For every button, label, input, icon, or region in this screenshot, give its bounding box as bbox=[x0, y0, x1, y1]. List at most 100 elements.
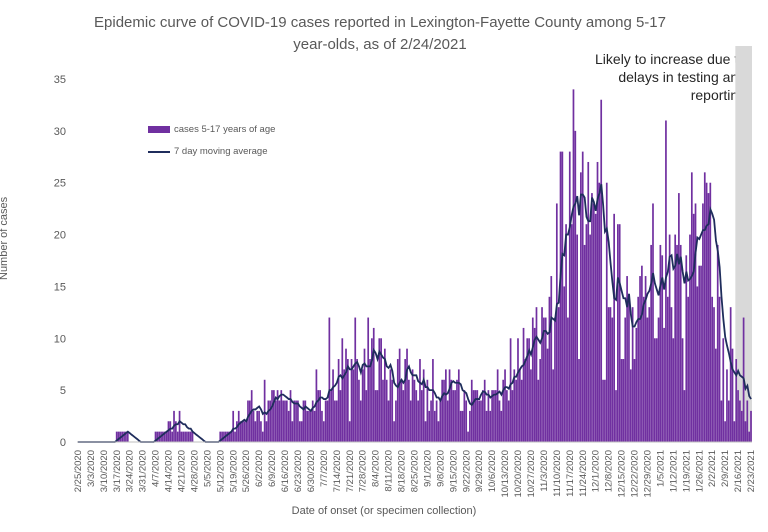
case-bar bbox=[367, 317, 370, 442]
x-tick-label: 8/11/2020 bbox=[384, 450, 395, 492]
case-bar bbox=[156, 431, 159, 442]
case-bar bbox=[317, 390, 320, 442]
case-bar bbox=[287, 410, 290, 442]
case-bar bbox=[687, 296, 689, 442]
case-bar bbox=[321, 410, 323, 442]
case-bar bbox=[456, 379, 458, 442]
case-bar bbox=[653, 338, 656, 442]
case-bar bbox=[345, 348, 347, 442]
case-bar bbox=[744, 421, 747, 442]
x-tick-label: 5/19/2020 bbox=[228, 450, 239, 492]
x-tick-label: 8/4/2020 bbox=[371, 450, 382, 487]
case-bar bbox=[304, 400, 307, 442]
case-bar bbox=[356, 359, 358, 442]
case-bar bbox=[482, 390, 484, 442]
case-bar bbox=[655, 338, 658, 442]
case-bar bbox=[683, 390, 686, 442]
case-bar bbox=[415, 390, 418, 442]
case-bar bbox=[552, 369, 554, 442]
case-bar bbox=[243, 421, 246, 442]
case-bar bbox=[302, 400, 305, 442]
case-bar bbox=[485, 410, 488, 442]
x-tick-label: 2/9/2021 bbox=[720, 450, 731, 487]
case-bar bbox=[350, 359, 353, 442]
case-bar bbox=[713, 307, 715, 442]
case-bar bbox=[395, 400, 397, 442]
case-bar bbox=[666, 296, 669, 442]
delay-annotation: Likely to increase due to delays in test… bbox=[595, 51, 746, 103]
case-bar bbox=[735, 359, 738, 442]
case-bar bbox=[352, 369, 355, 442]
case-bar bbox=[504, 369, 506, 442]
x-tick-label: 2/16/2021 bbox=[733, 450, 744, 492]
case-bar bbox=[620, 359, 623, 442]
case-bar bbox=[450, 379, 453, 442]
case-bar bbox=[703, 172, 706, 443]
case-bar bbox=[581, 151, 584, 442]
case-bar bbox=[650, 244, 652, 442]
case-bar bbox=[585, 224, 588, 442]
case-bar bbox=[546, 348, 549, 442]
x-tick-label: 5/5/2020 bbox=[202, 450, 213, 487]
case-bar bbox=[343, 369, 346, 442]
case-bar bbox=[221, 431, 223, 442]
case-bar bbox=[408, 379, 410, 442]
case-bar bbox=[672, 338, 675, 442]
case-bar bbox=[528, 338, 530, 442]
case-bar bbox=[237, 410, 240, 442]
case-bar bbox=[624, 317, 627, 442]
case-bar bbox=[652, 203, 654, 442]
case-bar bbox=[398, 348, 401, 442]
x-tick-label: 6/16/2020 bbox=[280, 450, 291, 492]
case-bar bbox=[261, 431, 264, 442]
case-bar bbox=[452, 390, 455, 442]
x-tick-label: 10/13/2020 bbox=[500, 450, 511, 498]
case-bar bbox=[480, 400, 482, 442]
x-tick-label: 12/15/2020 bbox=[617, 450, 628, 498]
case-bar bbox=[280, 390, 283, 442]
legend-line-swatch bbox=[148, 150, 170, 153]
case-bar bbox=[319, 390, 321, 442]
case-bar bbox=[705, 182, 708, 442]
case-bar bbox=[169, 421, 172, 442]
case-bar bbox=[615, 390, 617, 442]
case-bar bbox=[530, 369, 532, 442]
case-bar bbox=[700, 265, 702, 442]
case-bar bbox=[267, 400, 270, 442]
case-bar bbox=[715, 348, 717, 442]
case-bar bbox=[378, 338, 381, 442]
case-bar bbox=[539, 359, 542, 442]
case-bar bbox=[478, 400, 481, 442]
case-bar bbox=[426, 379, 429, 442]
case-bar bbox=[234, 431, 236, 442]
case-bar bbox=[278, 400, 281, 442]
legend-bar-swatch bbox=[148, 126, 170, 133]
case-bar bbox=[315, 369, 318, 442]
case-bar bbox=[565, 224, 567, 442]
case-bar bbox=[330, 390, 333, 442]
case-bar bbox=[445, 369, 447, 442]
case-bar bbox=[661, 255, 664, 442]
case-bar bbox=[567, 317, 569, 442]
case-bar bbox=[515, 379, 517, 442]
case-bar bbox=[641, 265, 643, 442]
legend-label-cases: cases 5-17 years of age bbox=[174, 124, 276, 135]
x-tick-label: 10/20/2020 bbox=[513, 450, 524, 498]
case-bar bbox=[524, 359, 527, 442]
case-bar bbox=[163, 431, 166, 442]
case-bar bbox=[467, 431, 469, 442]
case-bar bbox=[648, 307, 651, 442]
case-bar bbox=[334, 400, 336, 442]
case-bar bbox=[432, 359, 434, 442]
case-bar bbox=[702, 203, 704, 442]
case-bar bbox=[463, 390, 466, 442]
case-bar bbox=[506, 390, 508, 442]
case-bar bbox=[387, 400, 390, 442]
case-bar bbox=[176, 431, 179, 442]
case-bar bbox=[187, 431, 190, 442]
case-bar bbox=[483, 379, 486, 442]
case-bar bbox=[417, 400, 419, 442]
case-bar bbox=[696, 286, 699, 442]
case-bar bbox=[404, 359, 407, 442]
case-bar bbox=[126, 431, 129, 442]
